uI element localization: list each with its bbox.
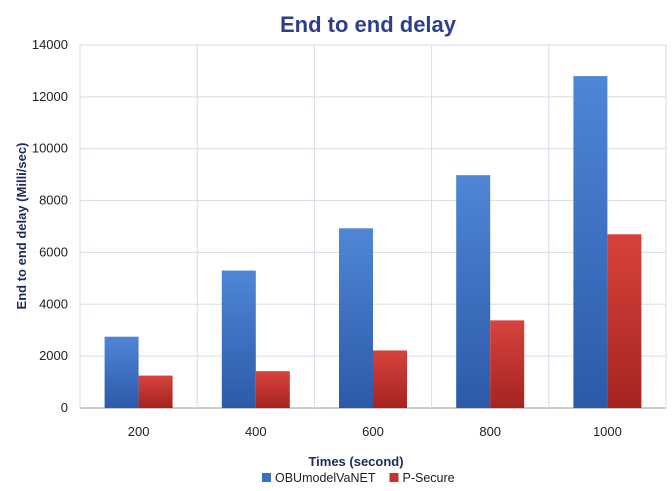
chart-title: End to end delay [280, 12, 457, 37]
y-axis-title: End to end delay (Milli/sec) [14, 143, 29, 310]
y-tick-label: 12000 [32, 89, 68, 104]
bar-obumodelvanet-200 [104, 336, 139, 408]
bar-p-secure-1000 [607, 234, 642, 408]
bar-obumodelvanet-800 [456, 175, 491, 408]
legend-swatch-p-secure [389, 473, 399, 482]
bar-obumodelvanet-400 [221, 270, 256, 408]
y-tick-label: 14000 [32, 37, 68, 52]
bar-obumodelvanet-1000 [573, 76, 608, 408]
y-tick-label: 2000 [39, 348, 68, 363]
bar-p-secure-400 [255, 371, 290, 408]
y-tick-label: 6000 [39, 244, 68, 259]
y-tick-label: 8000 [39, 193, 68, 208]
bar-obumodelvanet-600 [339, 228, 373, 408]
legend: OBUmodelVaNET P-Secure [262, 471, 455, 485]
y-tick-label: 10000 [32, 141, 68, 156]
x-tick-label: 200 [128, 424, 150, 439]
bar-p-secure-200 [138, 375, 173, 408]
y-tick-label: 4000 [39, 296, 68, 311]
x-tick-label: 400 [245, 424, 267, 439]
gridlines [79, 44, 667, 409]
axes: 0 2000 4000 6000 8000 10000 12000 14000 200 400 60… [32, 37, 622, 439]
x-axis-title: Times (second) [308, 454, 403, 469]
x-tick-label: 800 [479, 424, 501, 439]
bar-p-secure-600 [373, 350, 407, 408]
legend-label-obumodelvanet: OBUmodelVaNET [275, 471, 376, 485]
bar-p-secure-800 [490, 320, 525, 408]
bars [104, 76, 642, 408]
x-tick-label: 600 [362, 424, 384, 439]
legend-label-p-secure: P-Secure [403, 471, 455, 485]
legend-swatch-obumodelvanet [262, 473, 271, 482]
y-tick-label: 0 [61, 400, 68, 415]
x-tick-label: 1000 [593, 424, 622, 439]
